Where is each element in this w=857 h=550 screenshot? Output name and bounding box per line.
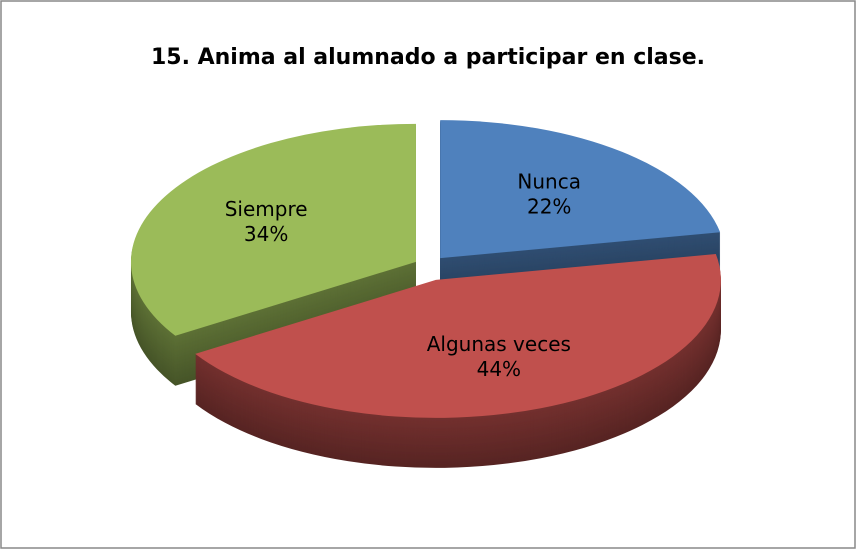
data-label-value: 44% xyxy=(477,356,521,380)
slice xyxy=(440,120,721,259)
data-label: Algunas veces 44% xyxy=(427,331,571,380)
data-label: Nunca 22% xyxy=(517,169,581,218)
slice-group xyxy=(130,123,416,386)
chart-title: 15. Anima al alumnado a participar en cl… xyxy=(151,45,705,70)
slice-group xyxy=(195,254,721,468)
data-label: Siempre 34% xyxy=(225,196,308,245)
data-label-category: Nunca xyxy=(517,169,581,193)
slice xyxy=(130,123,416,336)
data-label-value: 34% xyxy=(244,221,288,245)
data-label-category: Algunas veces xyxy=(427,331,571,355)
data-label-value: 22% xyxy=(527,194,571,218)
data-label-category: Siempre xyxy=(225,196,308,220)
slice xyxy=(195,254,721,418)
